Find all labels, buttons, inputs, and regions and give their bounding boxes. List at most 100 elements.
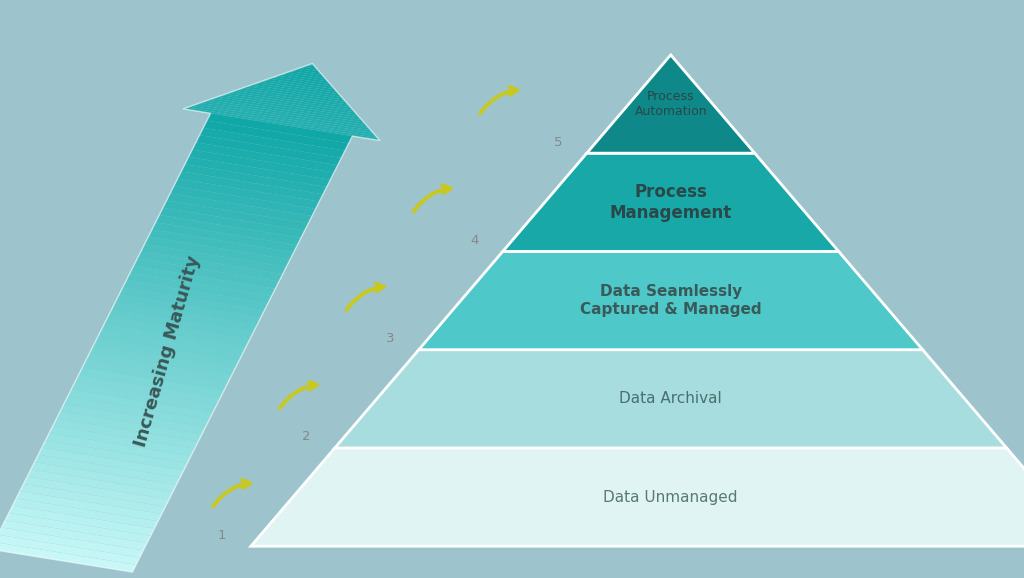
Polygon shape [273,76,333,87]
Polygon shape [9,506,155,536]
Polygon shape [79,368,224,398]
Polygon shape [49,426,195,456]
Polygon shape [1,520,147,550]
Polygon shape [291,69,324,76]
Polygon shape [130,266,275,296]
Polygon shape [308,64,314,66]
Polygon shape [126,273,271,303]
Polygon shape [116,295,261,325]
Polygon shape [222,94,359,117]
Polygon shape [108,309,253,339]
Polygon shape [230,91,355,112]
Polygon shape [170,186,315,216]
Polygon shape [133,258,279,288]
Text: Increasing Maturity: Increasing Maturity [131,254,203,449]
Text: 2: 2 [302,431,310,443]
Polygon shape [72,382,217,412]
Polygon shape [196,135,341,165]
Polygon shape [196,103,373,133]
Polygon shape [295,68,322,74]
Polygon shape [503,153,839,251]
Polygon shape [183,108,380,140]
Polygon shape [123,280,268,310]
Text: Data Archival: Data Archival [620,391,722,406]
Polygon shape [193,142,338,172]
Polygon shape [283,73,328,81]
Polygon shape [100,324,246,354]
Polygon shape [28,469,173,499]
Polygon shape [304,65,316,69]
Polygon shape [251,448,1024,546]
Polygon shape [163,201,308,231]
Polygon shape [12,498,158,528]
Polygon shape [187,106,378,138]
Polygon shape [42,440,187,470]
Polygon shape [203,121,349,151]
Polygon shape [152,223,297,253]
Polygon shape [226,92,357,115]
Polygon shape [177,172,323,202]
Polygon shape [260,80,339,94]
Polygon shape [144,237,290,267]
Polygon shape [185,157,331,187]
Polygon shape [256,81,342,97]
Polygon shape [0,528,143,558]
Polygon shape [248,85,346,102]
Polygon shape [174,179,319,209]
Text: 5: 5 [554,136,562,149]
Polygon shape [38,447,183,477]
Polygon shape [35,455,180,485]
Text: Process
Management: Process Management [609,183,732,222]
Polygon shape [181,164,327,194]
Polygon shape [86,353,231,383]
Text: 3: 3 [386,332,394,345]
Polygon shape [188,150,334,180]
Polygon shape [19,484,165,514]
Polygon shape [53,418,199,449]
Polygon shape [5,513,151,543]
Polygon shape [104,317,250,347]
Text: Process
Automation: Process Automation [635,90,707,118]
Polygon shape [269,77,335,89]
Polygon shape [141,244,287,274]
Polygon shape [419,251,923,350]
Polygon shape [24,477,169,507]
Polygon shape [217,95,361,120]
Polygon shape [159,208,305,238]
Text: 4: 4 [470,234,478,247]
Polygon shape [45,433,191,463]
Polygon shape [75,375,220,405]
Polygon shape [167,193,312,223]
Polygon shape [335,350,1007,448]
Polygon shape [93,339,239,369]
Polygon shape [16,491,162,521]
Polygon shape [278,74,331,84]
Polygon shape [82,360,227,390]
Polygon shape [0,542,136,572]
Polygon shape [112,302,257,332]
Polygon shape [89,346,236,376]
Polygon shape [137,251,283,281]
Polygon shape [0,535,139,565]
Polygon shape [213,97,365,123]
Text: Data Unmanaged: Data Unmanaged [603,490,738,505]
Text: 1: 1 [218,529,226,542]
Polygon shape [252,83,344,99]
Polygon shape [244,86,348,105]
Polygon shape [63,397,209,427]
Polygon shape [587,55,755,153]
Polygon shape [156,215,301,245]
Polygon shape [68,390,213,420]
Polygon shape [119,288,264,318]
Polygon shape [265,79,337,92]
Polygon shape [239,88,350,107]
Text: Data Seamlessly
Captured & Managed: Data Seamlessly Captured & Managed [580,284,762,317]
Polygon shape [205,100,369,128]
Polygon shape [201,101,371,130]
Polygon shape [191,105,376,135]
Polygon shape [97,331,243,361]
Polygon shape [56,411,202,441]
Polygon shape [234,89,353,110]
Polygon shape [148,229,294,260]
Polygon shape [200,128,345,158]
